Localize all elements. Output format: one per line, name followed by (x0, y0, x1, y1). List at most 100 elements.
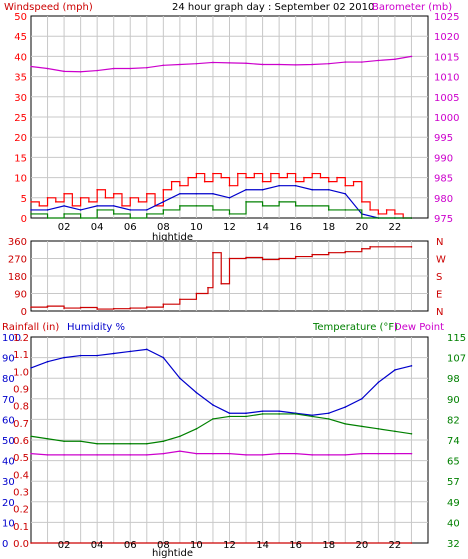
barometer-series-point (327, 62, 330, 65)
humidity-panel-series (30, 348, 413, 544)
lull-wind-series-point (96, 209, 98, 211)
barometer-series-point (377, 59, 380, 62)
windspeed-series-point (327, 180, 330, 183)
y-tick-label: 1010 (434, 73, 459, 84)
lull-wind-series-point (327, 209, 330, 211)
hightide-label-top: hightide (152, 232, 193, 243)
humidity-series-point (377, 381, 380, 384)
x-tick-label: 18 (322, 222, 335, 233)
lull-wind-series-point (46, 217, 49, 219)
wind-direction-series-point (46, 305, 49, 307)
windspeed-series-point (179, 184, 181, 187)
lull-wind-series-point (129, 217, 132, 219)
barometer-axis-label: Barometer (mb) (372, 2, 452, 13)
dewpoint-series-point (212, 452, 214, 455)
windspeed-series-point (203, 180, 206, 183)
lull-wind-series-point (394, 217, 396, 219)
barometer-series-point (179, 63, 181, 66)
average-wind-series-point (162, 201, 165, 203)
average-wind-series-point (145, 209, 148, 211)
windspeed-series-point (394, 213, 396, 215)
humidity-series-point (228, 412, 231, 415)
dewpoint-series-point (377, 452, 380, 455)
lull-wind-series-point (377, 217, 380, 219)
temperature-series-point (410, 432, 413, 435)
x-tick-label: 02 (58, 222, 71, 233)
wind-direction-series-point (410, 246, 413, 248)
windspeed-series-point (187, 176, 189, 179)
dewpoint-series-point (410, 452, 413, 455)
barometer-series (30, 55, 412, 73)
wind-direction-series-point (63, 307, 65, 309)
x-tick-label: 10 (190, 222, 203, 233)
y-tick-label: 1.2 (13, 333, 29, 344)
humidity-series-point (112, 352, 115, 355)
windspeed-series-point (344, 184, 347, 187)
dewpoint-series-point (79, 454, 82, 456)
y-tick-label: 49 (447, 498, 460, 509)
barometer-series-point (145, 66, 148, 69)
barometer-series-point (46, 67, 49, 70)
y-tick-label: 985 (434, 174, 453, 185)
windspeed-series-point (112, 192, 115, 195)
humidity-series-point (179, 377, 181, 380)
barometer-series-point (195, 62, 198, 65)
barometer-series-point (63, 70, 65, 73)
humidity-series-point (30, 367, 32, 369)
humidity-series-point (394, 369, 396, 371)
average-wind-series-point (129, 209, 132, 211)
dewpoint-series-point (261, 454, 264, 456)
average-wind-series-point (344, 192, 347, 195)
y-tick-label: 1.0 (13, 367, 29, 378)
temperature-series-point (344, 423, 347, 425)
average-wind-series-point (278, 184, 280, 187)
y-tick-label: 0.0 (13, 539, 29, 550)
dewpoint-series-point (30, 452, 32, 455)
average-wind-series (31, 185, 412, 219)
x-tick-label: 18 (322, 540, 335, 551)
y-tick-label: 25 (14, 113, 27, 124)
temperature-series-point (46, 437, 49, 440)
dewpoint-series-point (327, 454, 330, 456)
temperature-series (30, 413, 412, 445)
wind-direction-series-point (179, 298, 181, 301)
lull-wind-series-point (212, 209, 214, 211)
y-tick-label: 0.2 (13, 505, 29, 516)
y-tick-label: 40 (14, 52, 27, 63)
y-tick-label: 0.9 (13, 385, 29, 396)
windspeed-series-point (286, 172, 289, 175)
y-tick-label: 20 (2, 498, 15, 509)
average-wind-series-point (30, 209, 32, 211)
y-tick-label: 995 (434, 133, 453, 144)
windspeed-series-point (220, 176, 223, 179)
wind-direction-series-point (145, 306, 148, 308)
humidity-series-point (261, 410, 264, 412)
barometer-series-point (294, 64, 297, 66)
y-tick-label: 50 (2, 436, 15, 447)
barometer-series-point (361, 61, 363, 63)
barometer-series-point (311, 63, 314, 66)
windspeed-series-point (121, 205, 123, 207)
wind-direction-series-point (369, 246, 371, 248)
wind-direction-series-point (207, 286, 209, 289)
y-tick-label: 10 (2, 518, 15, 529)
y-tick-label: 15 (14, 153, 27, 164)
wind-direction-series-point (212, 251, 214, 254)
barometer-series-point (410, 55, 413, 58)
temperature-series-point (79, 440, 82, 443)
rainfall-series-point (30, 542, 32, 544)
y-tick-label: 0.8 (13, 402, 29, 413)
windspeed-axis-label: Windspeed (mph) (4, 2, 93, 13)
lull-wind-series-point (361, 217, 363, 219)
y-tick-label: N (436, 307, 443, 318)
average-wind-series-point (261, 188, 264, 191)
humidity-panel-ticks: 0 10 20 30 40 50 60 70 80 90 100 0.0 0.1 0.2 0.3 0.4 0.5… (2, 333, 466, 551)
y-tick-label: 74 (447, 436, 460, 447)
average-wind-series-point (212, 192, 214, 195)
wind-direction-series-point (228, 257, 231, 260)
windspeed-series-point (88, 201, 90, 203)
x-tick-label: 04 (91, 540, 104, 551)
windspeed-series-point (55, 201, 57, 203)
x-tick-label: 08 (157, 222, 170, 233)
